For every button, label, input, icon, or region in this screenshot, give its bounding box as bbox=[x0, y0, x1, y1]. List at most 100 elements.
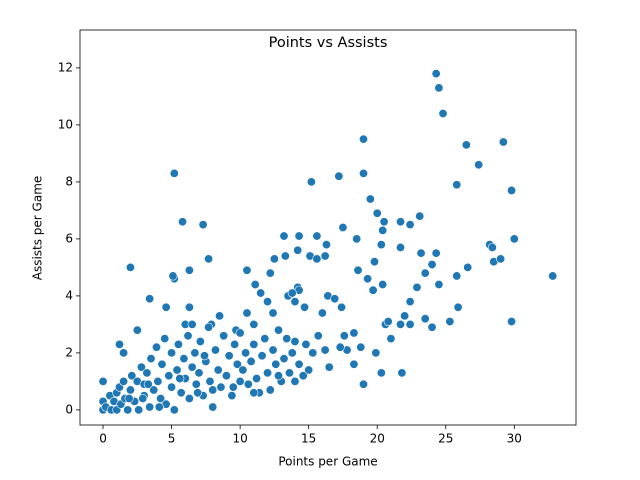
point bbox=[434, 279, 444, 289]
point bbox=[169, 405, 179, 415]
point bbox=[420, 268, 430, 278]
point bbox=[190, 348, 200, 358]
point bbox=[453, 302, 463, 312]
point bbox=[260, 334, 270, 344]
point bbox=[282, 334, 292, 344]
point bbox=[427, 322, 437, 332]
point bbox=[263, 297, 273, 307]
point bbox=[208, 402, 218, 412]
point bbox=[400, 311, 410, 321]
point bbox=[146, 354, 156, 364]
point bbox=[210, 345, 220, 355]
point bbox=[349, 359, 359, 369]
point bbox=[452, 271, 462, 281]
point bbox=[160, 334, 170, 344]
point bbox=[405, 319, 415, 329]
point bbox=[134, 405, 144, 415]
point bbox=[452, 180, 462, 190]
point bbox=[157, 359, 167, 369]
point bbox=[368, 285, 378, 295]
point bbox=[256, 288, 266, 298]
point bbox=[337, 302, 347, 312]
point bbox=[312, 254, 322, 264]
point bbox=[142, 368, 152, 378]
point bbox=[172, 365, 182, 375]
point bbox=[376, 240, 386, 250]
point bbox=[184, 393, 194, 403]
point bbox=[378, 279, 388, 289]
x-tick-label: 25 bbox=[438, 432, 453, 446]
point bbox=[431, 248, 441, 258]
point bbox=[359, 134, 369, 144]
point bbox=[167, 348, 177, 358]
point bbox=[463, 262, 473, 272]
x-axis-label: Points per Game bbox=[278, 455, 377, 469]
point bbox=[379, 217, 389, 227]
point bbox=[145, 294, 155, 304]
point bbox=[156, 393, 166, 403]
point bbox=[232, 359, 242, 369]
point bbox=[496, 254, 506, 264]
point bbox=[415, 211, 425, 221]
point bbox=[474, 160, 484, 170]
point bbox=[187, 362, 197, 372]
point bbox=[280, 251, 290, 261]
point bbox=[269, 254, 279, 264]
point bbox=[241, 348, 251, 358]
point bbox=[268, 345, 278, 355]
point bbox=[153, 376, 163, 386]
point bbox=[228, 382, 238, 392]
point bbox=[321, 240, 331, 250]
point bbox=[438, 109, 448, 119]
point bbox=[330, 294, 340, 304]
x-tick-label: 30 bbox=[507, 432, 522, 446]
point bbox=[179, 354, 189, 364]
point bbox=[149, 385, 159, 395]
point bbox=[396, 217, 406, 227]
point bbox=[176, 388, 186, 398]
point bbox=[416, 248, 426, 258]
point bbox=[235, 328, 245, 338]
y-tick-label: 8 bbox=[65, 174, 73, 188]
point bbox=[290, 376, 300, 386]
point bbox=[125, 385, 135, 395]
point bbox=[324, 362, 334, 372]
point bbox=[334, 171, 344, 181]
point bbox=[238, 365, 248, 375]
point bbox=[294, 359, 304, 369]
point bbox=[178, 217, 188, 227]
point bbox=[123, 405, 133, 415]
point bbox=[434, 83, 444, 93]
point bbox=[204, 322, 214, 332]
point bbox=[98, 376, 108, 386]
point bbox=[461, 140, 471, 150]
point bbox=[317, 308, 327, 318]
point bbox=[320, 345, 330, 355]
point bbox=[243, 379, 253, 389]
point bbox=[127, 371, 137, 381]
point bbox=[175, 374, 185, 384]
point bbox=[205, 376, 215, 386]
point bbox=[242, 265, 252, 275]
point bbox=[338, 223, 348, 233]
point bbox=[349, 328, 359, 338]
point bbox=[213, 365, 223, 375]
point bbox=[279, 231, 289, 241]
point bbox=[199, 351, 209, 361]
x-tick-label: 20 bbox=[370, 432, 385, 446]
point bbox=[216, 382, 226, 392]
point bbox=[306, 177, 316, 187]
y-tick-label: 10 bbox=[58, 117, 73, 131]
y-tick-label: 12 bbox=[58, 60, 73, 74]
point bbox=[274, 325, 284, 335]
point bbox=[257, 351, 267, 361]
point bbox=[284, 368, 294, 378]
point bbox=[114, 339, 124, 349]
point bbox=[230, 339, 240, 349]
point bbox=[224, 351, 234, 361]
point bbox=[154, 402, 164, 412]
point bbox=[356, 342, 366, 352]
point bbox=[138, 393, 148, 403]
point bbox=[396, 242, 406, 252]
point bbox=[265, 385, 275, 395]
